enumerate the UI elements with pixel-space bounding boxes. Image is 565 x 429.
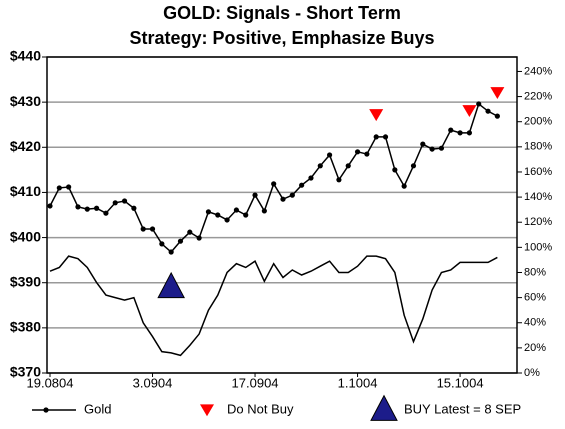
data-point	[196, 235, 202, 241]
data-point	[252, 192, 258, 198]
data-point	[157, 271, 185, 299]
y2-tick-label: 240%	[524, 65, 552, 77]
data-point	[448, 127, 454, 133]
data-point	[261, 208, 267, 214]
plot-frame	[46, 56, 518, 374]
legend-marker	[200, 404, 214, 417]
data-point	[345, 163, 351, 169]
x-tick-label: 19.0804	[27, 375, 74, 390]
data-point	[289, 192, 295, 198]
data-point	[187, 229, 193, 235]
data-point	[327, 152, 333, 158]
series-line	[49, 102, 498, 254]
data-point	[373, 134, 379, 140]
y2-tick-label: 140%	[524, 191, 552, 203]
chart-subtitle: Strategy: Positive, Emphasize Buys	[129, 28, 434, 48]
data-point	[121, 198, 128, 204]
data-point	[168, 249, 174, 255]
data-point	[149, 226, 156, 232]
data-point	[299, 182, 305, 188]
data-point	[317, 163, 323, 169]
data-point	[364, 151, 370, 157]
data-point	[457, 130, 463, 136]
data-point	[420, 141, 426, 147]
data-point	[66, 184, 72, 190]
x-tick-label: 3.0904	[133, 375, 173, 390]
data-point	[401, 183, 407, 189]
y-tick-label: $430	[10, 93, 41, 109]
data-point	[205, 209, 212, 215]
data-point	[410, 163, 417, 169]
y-tick-label: $390	[10, 273, 41, 289]
legend-marker	[370, 394, 398, 421]
data-point	[382, 134, 389, 140]
data-point	[369, 109, 384, 122]
data-point	[131, 205, 137, 211]
data-point	[243, 212, 249, 218]
data-point	[47, 203, 53, 209]
data-point	[336, 177, 342, 183]
data-point	[494, 113, 500, 119]
y2-tick-label: 60%	[524, 292, 546, 304]
data-point	[280, 196, 286, 202]
x-tick-label: 15.1004	[437, 375, 484, 390]
data-point	[75, 204, 81, 210]
x-tick-label: 1.1004	[338, 375, 378, 390]
data-point	[354, 149, 361, 155]
y2-tick-label: 200%	[524, 116, 552, 128]
x-tick-label: 17.0904	[232, 375, 279, 390]
series-line	[49, 255, 498, 357]
legend-label: Gold	[84, 401, 111, 416]
y2-tick-label: 80%	[524, 266, 546, 278]
y2-tick-label: 120%	[524, 216, 552, 228]
data-point	[159, 241, 165, 247]
y-tick-label: $410	[10, 183, 41, 199]
y2-tick-label: 100%	[524, 241, 552, 253]
data-point	[233, 207, 239, 213]
data-point	[140, 226, 146, 232]
data-point	[490, 87, 505, 99]
data-point	[485, 108, 491, 114]
y2-tick-label: 220%	[524, 90, 552, 102]
legend-label: BUY Latest = 8 SEP	[404, 401, 521, 416]
data-point	[438, 145, 445, 151]
y2-tick-label: 160%	[524, 166, 552, 178]
legend-marker	[43, 407, 49, 413]
legend-label: Do Not Buy	[227, 401, 294, 416]
y-tick-label: $420	[10, 138, 41, 154]
data-point	[112, 200, 118, 206]
y2-tick-label: 0%	[524, 367, 540, 379]
data-point	[215, 212, 221, 218]
data-point	[84, 206, 90, 212]
data-point	[476, 101, 482, 107]
data-point	[271, 181, 277, 187]
y-tick-label: $440	[10, 48, 41, 64]
data-point	[56, 185, 62, 191]
y2-tick-label: 180%	[524, 141, 552, 153]
data-point	[466, 130, 472, 136]
data-point	[224, 217, 230, 223]
y2-tick-label: 20%	[524, 342, 546, 354]
chart-title: GOLD: Signals - Short Term	[163, 3, 401, 23]
data-point	[94, 205, 100, 211]
data-point	[392, 167, 398, 173]
data-point	[308, 175, 314, 181]
data-point	[103, 210, 109, 216]
y-tick-label: $370	[10, 364, 41, 380]
y2-tick-label: 40%	[524, 317, 546, 329]
data-point	[177, 238, 184, 244]
data-point	[462, 105, 477, 118]
y-tick-label: $380	[10, 319, 41, 335]
data-point	[429, 146, 435, 152]
y-tick-label: $400	[10, 228, 41, 244]
